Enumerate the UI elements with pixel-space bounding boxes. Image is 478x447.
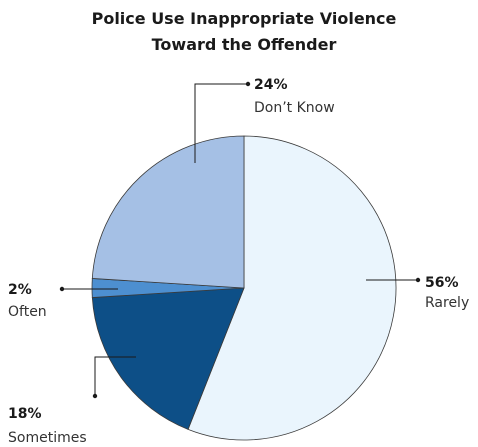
slice-value-label: 2% (8, 282, 32, 298)
leader-dot-don-t-know (245, 81, 251, 87)
leader-line-sometimes (94, 356, 136, 396)
slice-category-label: Rarely (425, 295, 469, 311)
leader-dot-often (59, 286, 65, 292)
slice-category-label: Don’t Know (254, 100, 335, 116)
slice-labels: 56% Rarely 18% Sometimes 2% Often 24% Don’t Kno… (8, 77, 469, 446)
chart-title: Police Use Inappropriate Violence (92, 9, 397, 28)
pie-slices (91, 135, 397, 441)
leader-line-don-t-know (194, 83, 248, 163)
slice-value-label: 24% (254, 77, 288, 93)
pie-slice-rarely (187, 135, 397, 441)
leader-dot-rarely (415, 277, 421, 283)
slice-category-label: Often (8, 304, 47, 320)
slice-category-label: Sometimes (8, 430, 87, 446)
pie-slice-sometimes (91, 287, 245, 430)
chart-subtitle: Toward the Offender (152, 35, 337, 54)
pie-slice-don-t-know (91, 135, 245, 289)
slice-value-label: 56% (425, 275, 459, 291)
leader-dot-sometimes (92, 393, 98, 399)
slice-value-label: 18% (8, 406, 42, 422)
